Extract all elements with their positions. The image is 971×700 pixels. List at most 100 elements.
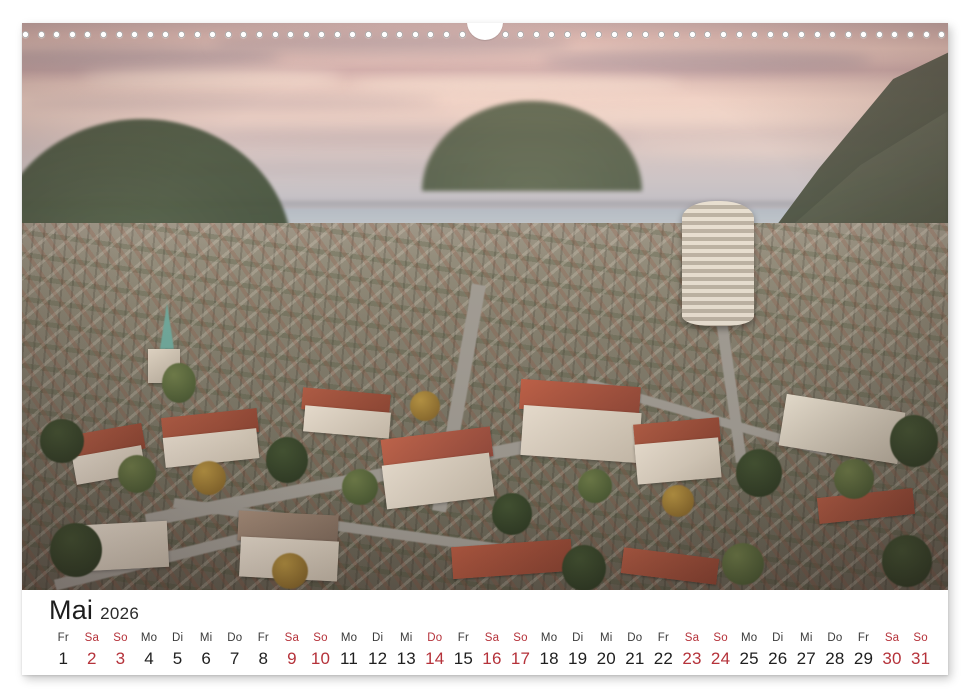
- day-number: 14: [425, 649, 445, 668]
- day-column-4[interactable]: Mo 4: [135, 631, 164, 671]
- day-column-21[interactable]: Do 21: [621, 631, 650, 671]
- tree-autumn: [272, 553, 308, 589]
- day-column-26[interactable]: Di 26: [763, 631, 792, 671]
- tree: [882, 535, 932, 587]
- cloud-band: [212, 33, 572, 55]
- tree: [162, 363, 196, 403]
- weekday-abbrev: Sa: [284, 632, 300, 644]
- weekday-abbrev: Do: [827, 632, 843, 644]
- cloud-band: [82, 69, 342, 87]
- day-column-3[interactable]: So 3: [106, 631, 135, 671]
- cloud-band: [542, 49, 872, 73]
- day-column-14[interactable]: Do 14: [421, 631, 450, 671]
- day-column-8[interactable]: Fr 8: [249, 631, 278, 671]
- day-column-5[interactable]: Di 5: [163, 631, 192, 671]
- cloud-band: [62, 163, 622, 173]
- day-number: 24: [710, 649, 731, 668]
- day-column-15[interactable]: Fr 15: [449, 631, 478, 671]
- day-number: 7: [229, 649, 240, 668]
- church-spire: [160, 303, 174, 349]
- day-column-9[interactable]: Sa 9: [278, 631, 307, 671]
- cloud-band: [352, 77, 682, 93]
- weekday-abbrev: Fr: [857, 632, 870, 644]
- day-column-17[interactable]: So 17: [506, 631, 535, 671]
- weekday-abbrev: Do: [427, 632, 443, 644]
- weekday-abbrev: Di: [772, 632, 784, 644]
- day-column-20[interactable]: Mi 20: [592, 631, 621, 671]
- weekday-abbrev: Fr: [457, 632, 470, 644]
- day-column-24[interactable]: So 24: [706, 631, 735, 671]
- day-column-19[interactable]: Di 19: [563, 631, 592, 671]
- day-number: 4: [144, 649, 154, 668]
- day-column-29[interactable]: Fr 29: [849, 631, 878, 671]
- day-column-23[interactable]: Sa 23: [678, 631, 707, 671]
- day-column-22[interactable]: Fr 22: [649, 631, 678, 671]
- weekday-abbrev: Sa: [84, 632, 100, 644]
- day-number: 17: [510, 649, 531, 668]
- day-number: 12: [367, 649, 388, 668]
- townscape: [22, 201, 948, 590]
- day-column-7[interactable]: Do 7: [220, 631, 249, 671]
- tree: [492, 493, 532, 535]
- day-number: 30: [882, 649, 902, 668]
- weekday-abbrev: Di: [572, 632, 584, 644]
- day-number: 1: [58, 649, 69, 668]
- tree: [890, 415, 938, 467]
- tree: [266, 437, 308, 483]
- day-number: 13: [396, 649, 416, 668]
- weekday-abbrev: So: [113, 632, 128, 644]
- cloud-band: [22, 95, 442, 109]
- day-column-11[interactable]: Mo 11: [335, 631, 364, 671]
- day-column-30[interactable]: Sa 30: [878, 631, 907, 671]
- weekday-abbrev: Mi: [800, 632, 813, 644]
- weekday-abbrev: Mi: [399, 632, 413, 644]
- day-columns: Fr 1 Sa 2 So 3 Mo 4 Di 5 Mi 6 Do 7 Fr 8 Sa 9 So 10 Mo 11 Di 12 M…: [49, 631, 935, 671]
- day-column-27[interactable]: Mi 27: [792, 631, 821, 671]
- weekday-abbrev: Fr: [257, 632, 269, 644]
- tree-autumn: [662, 485, 694, 517]
- day-number: 28: [825, 649, 845, 668]
- day-column-25[interactable]: Mo 25: [735, 631, 764, 671]
- weekday-abbrev: Do: [627, 632, 643, 644]
- weekday-abbrev: So: [713, 632, 728, 644]
- day-number: 9: [287, 649, 297, 668]
- far-shoreline: [22, 201, 948, 211]
- day-column-2[interactable]: Sa 2: [78, 631, 107, 671]
- weekday-abbrev: So: [913, 632, 928, 644]
- tree-autumn: [410, 391, 440, 421]
- day-number: 21: [625, 649, 645, 668]
- tree: [342, 469, 378, 505]
- tree: [50, 523, 102, 577]
- calendar-photo: [22, 23, 948, 590]
- day-column-13[interactable]: Mi 13: [392, 631, 421, 671]
- day-column-31[interactable]: So 31: [906, 631, 935, 671]
- calendar-page-card: Mai 2026 Fr 1 Sa 2 So 3 Mo 4 Di 5 Mi 6 Do 7 Fr 8 Sa 9 So 10…: [22, 23, 948, 675]
- day-column-1[interactable]: Fr 1: [49, 631, 78, 671]
- tree: [736, 449, 782, 497]
- month-name: Mai: [49, 595, 94, 625]
- day-number: 8: [258, 649, 269, 668]
- day-number: 10: [310, 649, 331, 668]
- weekday-abbrev: Sa: [684, 632, 700, 644]
- day-number: 11: [340, 649, 359, 668]
- month-strip: Mai 2026 Fr 1 Sa 2 So 3 Mo 4 Di 5 Mi 6 Do 7 Fr 8 Sa 9 So 10…: [22, 590, 948, 675]
- day-number: 16: [482, 649, 502, 668]
- day-column-6[interactable]: Mi 6: [192, 631, 221, 671]
- weekday-abbrev: Mo: [740, 632, 758, 644]
- tree: [118, 455, 156, 493]
- weekday-abbrev: Sa: [484, 632, 500, 644]
- round-tower-building: [682, 201, 754, 326]
- tree-autumn: [192, 461, 226, 495]
- day-number: 22: [653, 649, 674, 668]
- day-number: 25: [739, 649, 759, 668]
- day-column-18[interactable]: Mo 18: [535, 631, 564, 671]
- weekday-abbrev: Mo: [340, 632, 358, 644]
- day-column-12[interactable]: Di 12: [363, 631, 392, 671]
- day-number: 5: [172, 649, 183, 668]
- day-column-10[interactable]: So 10: [306, 631, 335, 671]
- day-column-16[interactable]: Sa 16: [478, 631, 507, 671]
- day-column-28[interactable]: Do 28: [821, 631, 850, 671]
- weekday-abbrev: Mo: [540, 632, 558, 644]
- weekday-abbrev: Sa: [884, 632, 900, 644]
- tree: [40, 419, 84, 463]
